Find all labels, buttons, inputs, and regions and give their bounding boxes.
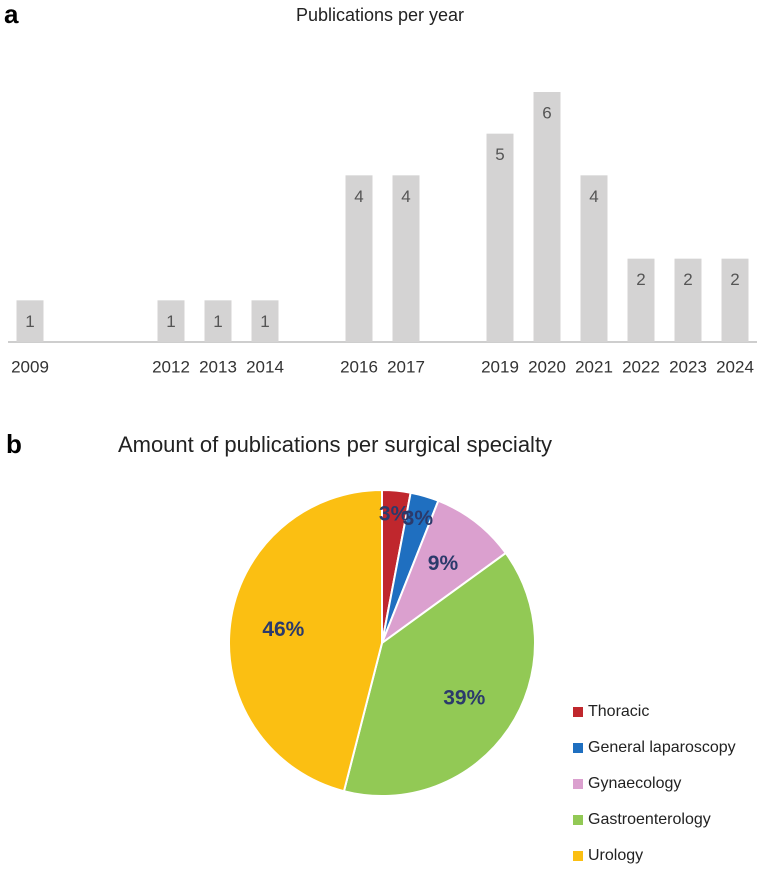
- x-tick-label: 2022: [622, 357, 660, 376]
- bar: [486, 133, 514, 342]
- x-tick-label: 2024: [716, 357, 754, 376]
- pie-slice: [228, 488, 383, 793]
- x-tick-label: 2009: [11, 357, 49, 376]
- legend-label: Gynaecology: [588, 775, 681, 792]
- bar: [345, 175, 373, 342]
- value-label: 1: [166, 312, 175, 331]
- legend-label: General laparoscopy: [588, 739, 736, 756]
- bar: [627, 258, 655, 342]
- x-tick-label: 2013: [199, 357, 237, 376]
- legend-swatch: [573, 743, 583, 753]
- x-tick-label: 2017: [387, 357, 425, 376]
- x-tick-label: 2023: [669, 357, 707, 376]
- x-tick-label: 2021: [575, 357, 613, 376]
- pie-slice: [342, 551, 536, 797]
- value-label: 1: [260, 312, 269, 331]
- panel-label: a: [4, 0, 19, 29]
- bar: [251, 300, 279, 342]
- bar: [392, 175, 420, 342]
- value-label: 5: [495, 145, 504, 164]
- x-tick-label: 2014: [246, 357, 284, 376]
- pie-slice: [379, 499, 508, 646]
- legend-swatch: [573, 851, 583, 861]
- bar: [204, 300, 232, 342]
- legend-label: Gastroenterology: [588, 811, 711, 828]
- legend-swatch: [573, 815, 583, 825]
- bar: [533, 92, 561, 342]
- x-tick-label: 2012: [152, 357, 190, 376]
- bar: [580, 175, 608, 342]
- value-label: 4: [354, 187, 363, 206]
- value-label: 6: [542, 103, 551, 122]
- bar: [16, 300, 44, 342]
- value-label: 4: [401, 187, 410, 206]
- value-label: 3%: [379, 503, 410, 526]
- x-tick-label: 2019: [481, 357, 519, 376]
- panel-label: b: [6, 429, 22, 459]
- value-label: 4: [589, 187, 598, 206]
- value-label: 3%: [403, 507, 434, 530]
- x-tick-label: 2016: [340, 357, 378, 376]
- chart-title: Amount of publications per surgical spec…: [118, 432, 552, 457]
- chart-title: Publications per year: [296, 5, 464, 25]
- value-label: 1: [25, 312, 34, 331]
- legend-label: Urology: [588, 847, 643, 864]
- x-tick-label: 2020: [528, 357, 566, 376]
- legend-label: Thoracic: [588, 703, 649, 720]
- value-label: 2: [730, 270, 739, 289]
- value-label: 46%: [262, 618, 304, 641]
- value-label: 2: [683, 270, 692, 289]
- bar: [721, 258, 749, 342]
- value-label: 39%: [443, 686, 485, 709]
- value-label: 2: [636, 270, 645, 289]
- value-label: 9%: [428, 552, 459, 575]
- legend-swatch: [573, 779, 583, 789]
- bar: [157, 300, 185, 342]
- value-label: 1: [213, 312, 222, 331]
- legend-swatch: [573, 707, 583, 717]
- bar: [674, 258, 702, 342]
